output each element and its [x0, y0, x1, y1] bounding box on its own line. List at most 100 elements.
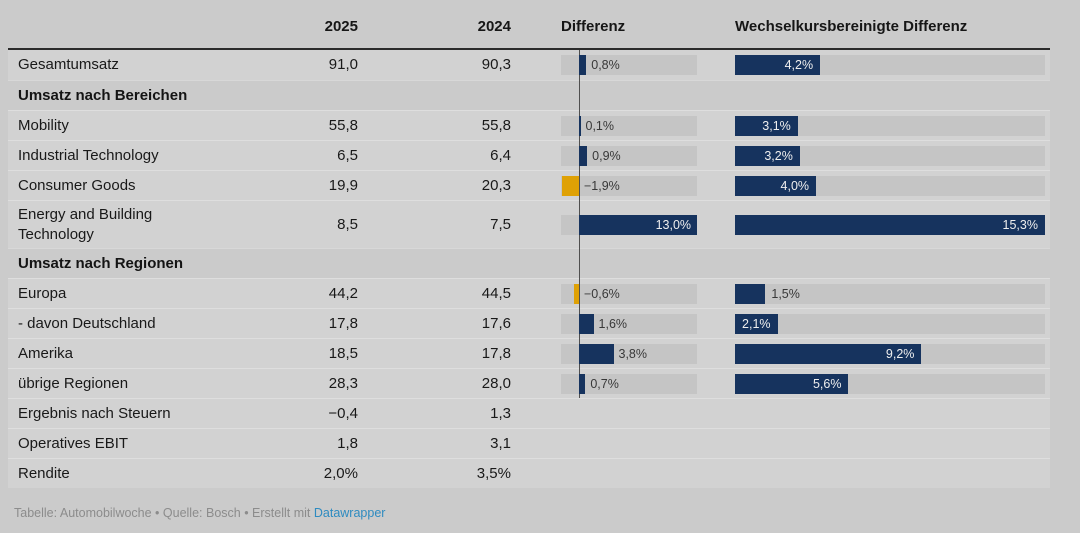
row-label: Mobility — [18, 117, 69, 134]
table-row: - davon Deutschland 17,8 17,6 1,6% 2,1% — [8, 308, 1050, 338]
table-row: Gesamtumsatz 91,0 90,3 0,8% 4,2% — [8, 50, 1050, 80]
attribution-footer: Tabelle: Automobilwoche • Quelle: Bosch … — [14, 506, 385, 520]
table-row: übrige Regionen 28,3 28,0 0,7% 5,6% — [8, 368, 1050, 398]
table-row: Ergebnis nach Steuern −0,4 1,3 — [8, 398, 1050, 428]
table-body: Gesamtumsatz 91,0 90,3 0,8% 4,2% Umsatz nach … — [8, 50, 1050, 488]
fx-diff-bar — [735, 344, 922, 364]
diff-bar — [579, 116, 581, 136]
value-2025: 1,8 — [337, 435, 358, 452]
diff-bar-label: −1,9% — [584, 179, 620, 193]
table-row: Europa 44,2 44,5 −0,6% 1,5% — [8, 278, 1050, 308]
value-2024: 6,4 — [490, 147, 511, 164]
fx-diff-bar-label: 9,2% — [885, 347, 915, 361]
fx-diff-bar-track: 15,3% — [735, 215, 1045, 235]
value-2024: 55,8 — [481, 117, 511, 134]
fx-diff-bar-track: 4,0% — [735, 176, 1045, 196]
fx-diff-bar — [735, 374, 849, 394]
table-row: Consumer Goods 19,9 20,3 −1,9% 4,0% — [8, 170, 1050, 200]
fx-diff-bar-label: 15,3% — [1002, 218, 1038, 232]
diff-bar — [579, 374, 586, 394]
section-row: Umsatz nach Bereichen — [8, 80, 1050, 110]
fx-diff-bar-track: 3,2% — [735, 146, 1045, 166]
fx-diff-bar-label: 1,5% — [771, 287, 800, 301]
value-2025: 6,5 — [337, 147, 358, 164]
table-row: Energy and Building Technology 8,5 7,5 13,0… — [8, 200, 1050, 248]
diff-bar-track: 0,7% — [561, 374, 697, 394]
row-label: Umsatz nach Regionen — [18, 255, 184, 272]
fx-diff-bar-track: 9,2% — [735, 344, 1045, 364]
value-2025: −0,4 — [328, 405, 358, 422]
fx-diff-bar — [735, 116, 798, 136]
fx-diff-bar-label: 4,0% — [780, 179, 810, 193]
value-2024: 1,3 — [490, 405, 511, 422]
diff-bar — [579, 55, 587, 75]
fx-diff-bar — [735, 215, 1045, 235]
column-header-2025: 2025 — [324, 18, 358, 35]
table-row: Industrial Technology 6,5 6,4 0,9% 3,2% — [8, 140, 1050, 170]
diff-bar-label: 13,0% — [655, 218, 692, 232]
value-2024: 7,5 — [490, 216, 511, 233]
fx-diff-bar-label: 3,2% — [764, 149, 793, 163]
diff-bar — [579, 314, 594, 334]
value-2024: 20,3 — [481, 177, 511, 194]
value-2025: 18,5 — [328, 345, 358, 362]
datawrapper-link[interactable]: Datawrapper — [313, 506, 386, 520]
section-row: Umsatz nach Regionen — [8, 248, 1050, 278]
row-label: - davon Deutschland — [18, 315, 156, 332]
financial-table: 2025 2024 Differenz Wechselkursbereinigt… — [8, 0, 1050, 488]
value-2025: 2,0% — [323, 465, 358, 482]
fx-diff-bar — [735, 55, 821, 75]
row-label: Europa — [18, 285, 67, 302]
diff-bar-label: 0,9% — [592, 149, 621, 163]
value-2025: 91,0 — [328, 56, 358, 73]
column-header-wechselkurs-differenz: Wechselkursbereinigte Differenz — [735, 18, 968, 35]
diff-bar-label: 0,1% — [585, 119, 615, 133]
diff-bar-label: 0,7% — [590, 377, 619, 391]
diff-bar-track: 1,6% — [561, 314, 697, 334]
diff-bar-track: −1,9% — [561, 176, 697, 196]
diff-bar — [579, 146, 588, 166]
table-row: Rendite 2,0% 3,5% — [8, 458, 1050, 488]
row-label: Umsatz nach Bereichen — [18, 87, 188, 104]
row-label: Operatives EBIT — [18, 435, 129, 452]
value-2025: 55,8 — [328, 117, 358, 134]
row-label: Ergebnis nach Steuern — [18, 405, 171, 422]
table-row: Operatives EBIT 1,8 3,1 — [8, 428, 1050, 458]
diff-bar-track: 3,8% — [561, 344, 697, 364]
column-header-differenz: Differenz — [561, 18, 626, 35]
row-label: Gesamtumsatz — [18, 56, 119, 73]
fx-diff-bar-label: 4,2% — [784, 58, 814, 72]
diff-bar-track: 0,1% — [561, 116, 697, 136]
column-header-2024: 2024 — [477, 18, 511, 35]
fx-diff-bar-track: 3,1% — [735, 116, 1045, 136]
diff-bar — [579, 215, 698, 235]
table-row: Mobility 55,8 55,8 0,1% 3,1% — [8, 110, 1050, 140]
diff-bar-track: 0,9% — [561, 146, 697, 166]
diff-bar — [573, 284, 579, 304]
diff-bar-track: 13,0% — [561, 215, 698, 235]
fx-diff-bar-track: 5,6% — [735, 374, 1045, 394]
table-row: Amerika 18,5 17,8 3,8% 9,2% — [8, 338, 1050, 368]
value-2025: 19,9 — [328, 177, 358, 194]
fx-diff-bar-track: 2,1% — [735, 314, 1045, 334]
fx-diff-bar — [735, 284, 766, 304]
fx-diff-bar-label: 2,1% — [742, 317, 771, 331]
diff-bar-label: 1,6% — [598, 317, 628, 331]
credit-text: Tabelle: Automobilwoche • Quelle: Bosch … — [14, 506, 314, 520]
row-label: Energy and Building Technology — [18, 206, 153, 243]
value-2024: 3,5% — [476, 465, 511, 482]
diff-bar-label: −0,6% — [584, 287, 620, 301]
fx-diff-bar-label: 5,6% — [812, 377, 842, 391]
diff-bar-label: 0,8% — [591, 58, 620, 72]
row-label: übrige Regionen — [18, 375, 129, 392]
fx-diff-bar — [735, 314, 778, 334]
fx-diff-bar-label: 3,1% — [762, 119, 791, 133]
diff-bar — [579, 344, 614, 364]
row-label: Amerika — [18, 345, 74, 362]
value-2025: 28,3 — [328, 375, 358, 392]
fx-diff-bar-track: 4,2% — [735, 55, 1045, 75]
diff-bar — [561, 176, 579, 196]
diff-bar-label: 3,8% — [618, 347, 648, 361]
value-2024: 44,5 — [481, 285, 511, 302]
row-label: Industrial Technology — [18, 147, 159, 164]
